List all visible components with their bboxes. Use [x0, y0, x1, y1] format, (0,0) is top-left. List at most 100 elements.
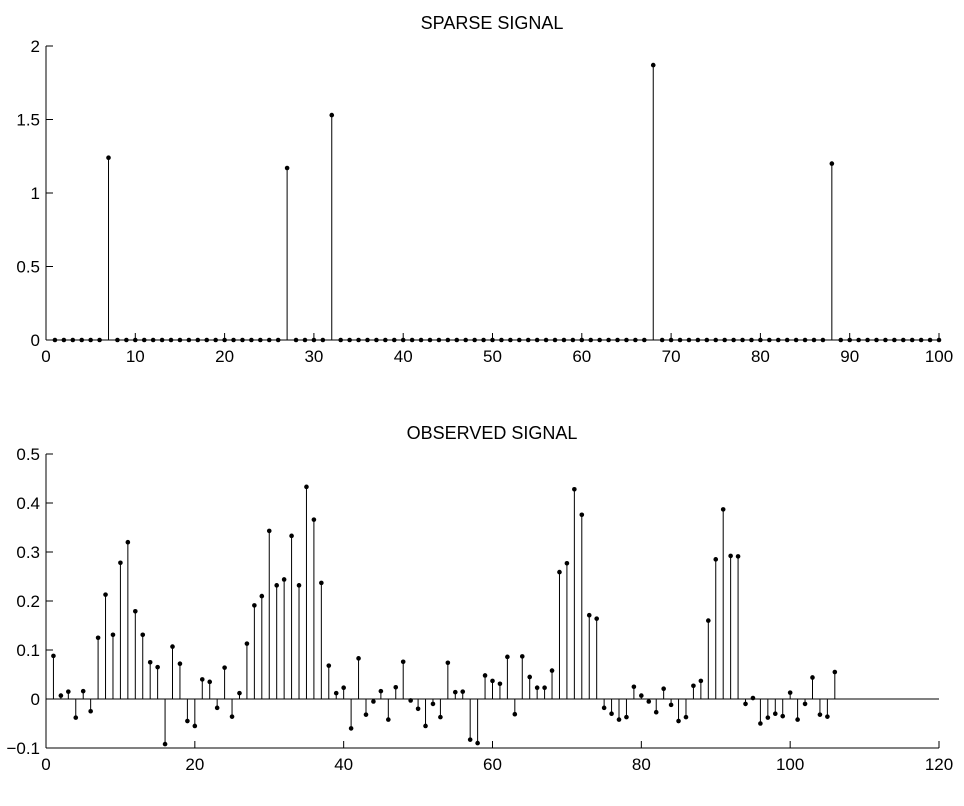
- stem-marker: [199, 677, 205, 682]
- stem-marker: [110, 632, 116, 638]
- stem-marker: [240, 337, 245, 343]
- stem-marker: [311, 517, 317, 522]
- y-tick-label: 0.5: [16, 445, 40, 464]
- y-tick-label: 0.5: [16, 258, 40, 277]
- stem-marker: [534, 337, 540, 343]
- x-tick-label: 80: [751, 347, 770, 366]
- x-tick-label: 0: [41, 755, 50, 774]
- stem-marker: [482, 673, 488, 678]
- y-tick-label: 0.1: [16, 641, 40, 660]
- x-tick-label: 20: [215, 347, 234, 366]
- stem-marker: [415, 706, 421, 712]
- stem-marker: [293, 337, 299, 343]
- stem-marker: [58, 693, 64, 698]
- stem-marker: [609, 711, 614, 716]
- stem-marker: [275, 337, 281, 343]
- stem-marker: [320, 337, 326, 343]
- x-tick-label: 60: [483, 755, 502, 774]
- y-tick-label: 1: [31, 184, 40, 203]
- stem-marker: [80, 688, 86, 694]
- stem-marker: [304, 484, 309, 490]
- observed-signal-panel: OBSERVED SIGNAL −0.100.10.20.30.40.50 20 4…: [6, 423, 953, 774]
- stem-marker: [319, 580, 324, 586]
- stem-marker: [51, 653, 56, 659]
- stem-marker: [516, 337, 522, 343]
- stem-marker: [204, 337, 210, 343]
- stem-marker: [356, 337, 361, 343]
- stem-marker: [549, 668, 555, 673]
- stem-marker: [103, 592, 108, 597]
- stem-marker: [695, 337, 701, 343]
- stem-marker: [229, 714, 235, 719]
- stem-marker: [838, 337, 844, 343]
- stem-marker: [497, 681, 503, 687]
- stem-marker: [784, 337, 790, 343]
- stem-marker: [677, 337, 683, 343]
- stem-marker: [400, 659, 406, 665]
- stem-marker: [222, 665, 227, 670]
- y-tick-label: 0: [31, 690, 40, 709]
- stem-marker: [170, 644, 175, 649]
- stem-marker: [150, 337, 156, 343]
- stem-marker: [341, 685, 346, 691]
- stem-marker: [519, 654, 525, 659]
- stem-marker: [445, 337, 451, 343]
- stem-marker: [743, 701, 748, 707]
- stem-marker: [281, 577, 287, 582]
- stem-marker: [597, 337, 602, 343]
- stem-marker: [192, 723, 198, 729]
- y-tick-label: 2: [31, 37, 40, 56]
- stem-marker: [115, 337, 120, 343]
- x-tick-label: 40: [334, 755, 353, 774]
- stem-marker: [438, 714, 443, 720]
- stem-marker: [749, 337, 754, 343]
- stem-marker: [525, 337, 531, 343]
- stem-marker: [266, 528, 272, 534]
- x-tick-label: 0: [41, 347, 50, 366]
- x-tick-label: 80: [632, 755, 651, 774]
- stem-marker: [720, 507, 726, 512]
- stem-marker: [601, 705, 607, 711]
- stem-marker: [594, 616, 599, 621]
- stem-marker: [909, 337, 915, 343]
- stem-marker: [326, 663, 332, 668]
- stem-marker: [557, 569, 562, 575]
- stem-marker: [829, 161, 835, 166]
- stem-marker: [832, 669, 838, 675]
- x-tick-label: 20: [185, 755, 204, 774]
- x-tick-label: 100: [925, 347, 953, 366]
- x-tick-label: 30: [304, 347, 323, 366]
- stem-marker: [338, 337, 343, 343]
- stem-marker: [186, 337, 192, 343]
- stem-marker: [892, 337, 897, 343]
- stem-marker: [393, 684, 399, 690]
- stem-marker: [155, 664, 160, 670]
- stem-marker: [731, 337, 736, 343]
- stem-marker: [713, 557, 719, 562]
- y-tick-label: −0.1: [6, 739, 40, 758]
- stem-marker: [542, 685, 547, 691]
- stem-marker: [418, 337, 424, 343]
- sparse-signal-title: SPARSE SIGNAL: [421, 13, 564, 33]
- stem-marker: [646, 699, 652, 704]
- stem-marker: [348, 726, 354, 731]
- stem-marker: [302, 337, 308, 343]
- stem-marker: [508, 337, 513, 343]
- stem-marker: [659, 337, 665, 343]
- stem-marker: [847, 337, 852, 343]
- x-tick-label: 50: [483, 347, 502, 366]
- stem-marker: [213, 337, 218, 343]
- stem-marker: [586, 612, 592, 618]
- stem-marker: [650, 62, 656, 68]
- stem-marker: [365, 337, 370, 343]
- stem-marker: [758, 337, 763, 343]
- stem-marker: [579, 337, 585, 343]
- stem-marker: [386, 717, 391, 722]
- stem-marker: [775, 337, 781, 343]
- x-tick-label: 120: [925, 755, 953, 774]
- stem-marker: [802, 701, 808, 707]
- stem-marker: [177, 661, 183, 667]
- stem-marker: [409, 337, 415, 343]
- stem-marker: [88, 337, 93, 343]
